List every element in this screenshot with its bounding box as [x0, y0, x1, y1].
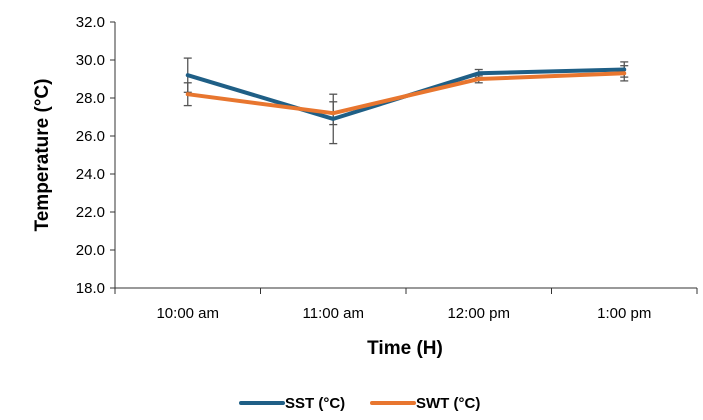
y-tick-label: 22.0 [76, 204, 105, 221]
axes [114, 22, 697, 289]
x-tick-label: 12:00 pm [447, 305, 510, 322]
legend-item: SST (°C) [239, 395, 345, 412]
x-tick-label: 1:00 pm [597, 305, 651, 322]
series-line-2 [185, 71, 627, 116]
y-tick-label: 20.0 [76, 242, 105, 259]
y-tick-label: 24.0 [76, 166, 105, 183]
legend-label: SWT (°C) [416, 395, 480, 412]
y-axis-ticks: 18.0 20.0 22.0 24.0 26.0 28.0 30.0 32.0 [76, 14, 115, 297]
y-tick-label: 28.0 [76, 90, 105, 107]
series-lines [185, 67, 627, 121]
legend-label: SST (°C) [285, 395, 345, 412]
y-tick-label: 18.0 [76, 280, 105, 297]
x-axis-title: Time (H) [367, 338, 443, 359]
legend-item: SWT (°C) [370, 395, 480, 412]
y-tick-label: 32.0 [76, 14, 105, 31]
legend: SST (°C) SWT (°C) [239, 395, 480, 412]
x-tick-label: 11:00 am [303, 305, 364, 322]
y-tick-label: 26.0 [76, 128, 105, 145]
y-axis-title: Temperature (°C) [32, 79, 53, 232]
x-axis-ticks: 10:00 am 11:00 am 12:00 pm 1:00 pm [114, 288, 698, 322]
y-tick-label: 30.0 [76, 52, 105, 69]
x-tick-label: 10:00 am [156, 305, 219, 322]
